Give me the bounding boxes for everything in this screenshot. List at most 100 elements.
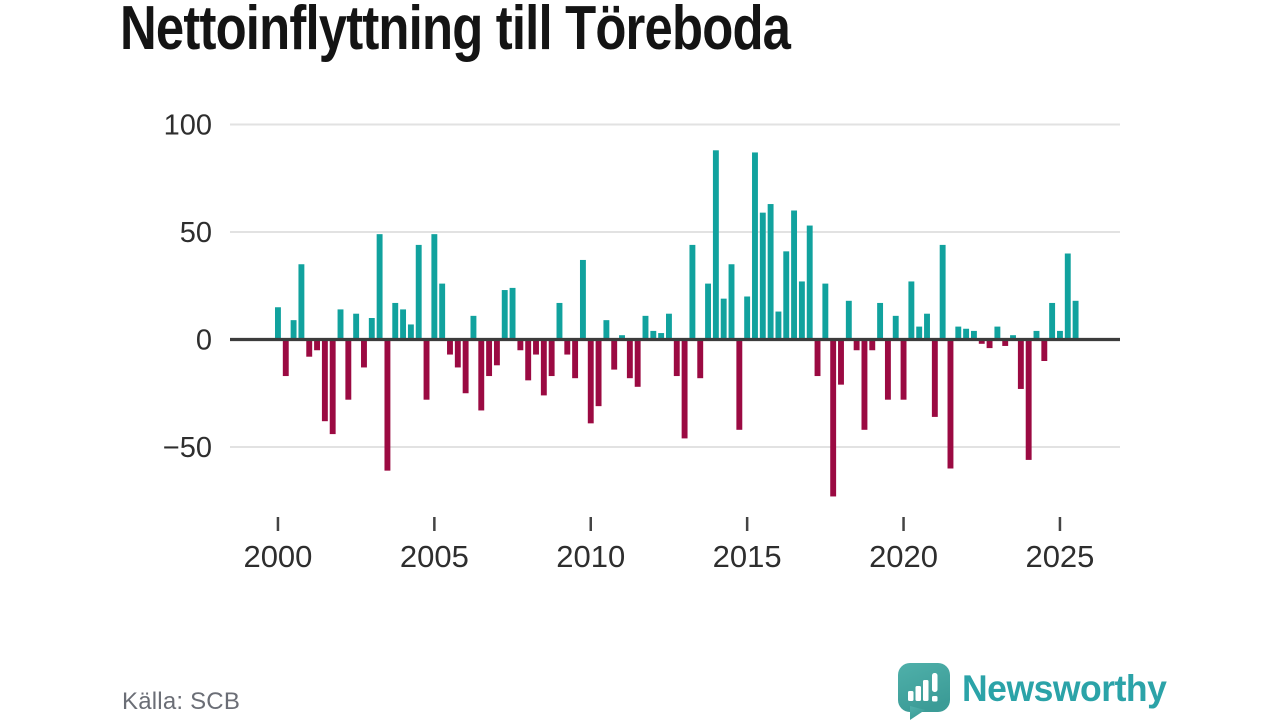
bar-2003-Q1 xyxy=(368,318,375,340)
bar-2012-Q2 xyxy=(658,333,665,340)
bar-2021-Q3 xyxy=(947,339,954,469)
bar-2013-Q3 xyxy=(697,339,704,379)
bar-2017-Q3 xyxy=(822,283,829,340)
bar-2006-Q1 xyxy=(462,339,469,394)
bar-2016-Q4 xyxy=(798,281,805,340)
bar-2020-Q2 xyxy=(908,281,915,340)
bar-2024-Q2 xyxy=(1033,330,1040,340)
bar-2019-Q2 xyxy=(877,302,884,340)
exclamation-stem xyxy=(932,673,938,692)
newsworthy-logo-text: Newsworthy xyxy=(962,667,1167,709)
bar-2025-Q1 xyxy=(1057,330,1063,340)
x-tick-label-2025: 2025 xyxy=(1025,539,1094,574)
bar-2007-Q1 xyxy=(493,339,500,366)
y-gridlines xyxy=(230,123,1120,448)
bar-2022-Q2 xyxy=(970,330,977,340)
bar-2017-Q1 xyxy=(806,225,813,340)
bar-2002-Q3 xyxy=(353,313,360,340)
bar-2006-Q4 xyxy=(486,339,493,377)
bars-group xyxy=(275,150,1079,497)
bar-2023-Q3 xyxy=(1010,335,1016,340)
bar-2020-Q3 xyxy=(916,326,923,340)
bar-2022-Q3 xyxy=(978,339,985,344)
bar-2005-Q4 xyxy=(454,339,461,368)
bar-chart-glyph xyxy=(908,673,938,702)
bar-2001-Q2 xyxy=(314,339,320,351)
bar-2008-Q1 xyxy=(525,339,532,381)
bar-2016-Q1 xyxy=(775,311,782,340)
bar-2015-Q1 xyxy=(744,296,751,340)
bar-2009-Q4 xyxy=(579,259,586,340)
bar-2010-Q3 xyxy=(603,320,610,340)
bar-2009-Q2 xyxy=(564,339,571,355)
bar-2000-Q4 xyxy=(298,264,305,340)
bar-2001-Q4 xyxy=(329,339,336,435)
bar-2024-Q3 xyxy=(1041,339,1048,361)
bar-2010-Q4 xyxy=(611,339,618,370)
bar-2015-Q4 xyxy=(767,204,774,340)
y-axis-labels: 100 50 0 −50 xyxy=(163,110,212,465)
bar-2015-Q3 xyxy=(759,212,766,340)
bar-2003-Q2 xyxy=(376,234,383,340)
bar-2018-Q3 xyxy=(853,339,860,351)
bar-2006-Q2 xyxy=(470,315,477,340)
bar-2008-Q2 xyxy=(533,339,539,355)
bar-2025-Q3 xyxy=(1072,300,1079,340)
bar-2014-Q2 xyxy=(720,298,727,340)
bar-2012-Q1 xyxy=(650,330,657,340)
bar-2007-Q4 xyxy=(517,339,524,351)
x-tick-label-2010: 2010 xyxy=(556,539,625,574)
bar-2007-Q3 xyxy=(509,287,516,340)
bar-2006-Q3 xyxy=(478,339,485,411)
bar-2017-Q4 xyxy=(830,339,837,497)
bar-2003-Q3 xyxy=(384,339,391,471)
x-tick-label-2020: 2020 xyxy=(869,539,938,574)
newsworthy-logo: Newsworthy xyxy=(897,663,1175,720)
x-tick-label-2005: 2005 xyxy=(400,539,469,574)
bar-2004-Q4 xyxy=(423,339,430,400)
bar-2016-Q3 xyxy=(791,210,798,340)
bar-2022-Q1 xyxy=(963,328,970,340)
bar-2000-Q1 xyxy=(275,307,281,340)
bar-2005-Q1 xyxy=(431,234,438,340)
bar-2019-Q1 xyxy=(869,339,876,351)
bar-2000-Q2 xyxy=(282,339,289,377)
bar-2014-Q1 xyxy=(712,150,719,340)
x-tick-label-2000: 2000 xyxy=(243,539,312,574)
bar-2010-Q1 xyxy=(587,339,594,424)
bar-2002-Q1 xyxy=(337,309,344,340)
bar-2016-Q2 xyxy=(783,251,790,340)
bar-2011-Q3 xyxy=(634,339,641,387)
chart-title: Nettoinflyttning till Töreboda xyxy=(120,0,791,63)
bar-2013-Q1 xyxy=(681,339,688,439)
y-tick-label-0: 0 xyxy=(196,325,212,357)
source-label: Källa: SCB xyxy=(122,688,241,715)
bar-2013-Q2 xyxy=(689,244,696,340)
exclamation-dot xyxy=(932,696,938,702)
bar-2024-Q4 xyxy=(1049,302,1056,340)
bar-2021-Q1 xyxy=(931,339,938,417)
bar-2019-Q3 xyxy=(884,339,891,400)
bar-2021-Q4 xyxy=(955,326,962,340)
bar-2007-Q2 xyxy=(501,290,508,340)
bar-2013-Q4 xyxy=(705,283,711,340)
bar-2019-Q4 xyxy=(892,315,899,340)
bar-2004-Q3 xyxy=(415,244,422,340)
bar-2018-Q4 xyxy=(861,339,868,430)
bar-2001-Q1 xyxy=(306,339,313,357)
bar-2000-Q3 xyxy=(290,320,297,340)
bar-2002-Q2 xyxy=(345,339,352,400)
bar-2005-Q2 xyxy=(439,283,446,340)
bar-2008-Q4 xyxy=(548,339,555,377)
bar-2018-Q2 xyxy=(845,300,852,340)
bar-2003-Q4 xyxy=(392,302,399,340)
bar-2005-Q3 xyxy=(447,339,453,355)
bar-2012-Q4 xyxy=(673,339,680,377)
bar-2023-Q2 xyxy=(1002,339,1009,346)
newsworthy-logo-icon xyxy=(898,663,950,720)
bar-2021-Q2 xyxy=(939,244,946,340)
bar-2023-Q4 xyxy=(1017,339,1024,389)
bar-2024-Q1 xyxy=(1025,339,1032,460)
